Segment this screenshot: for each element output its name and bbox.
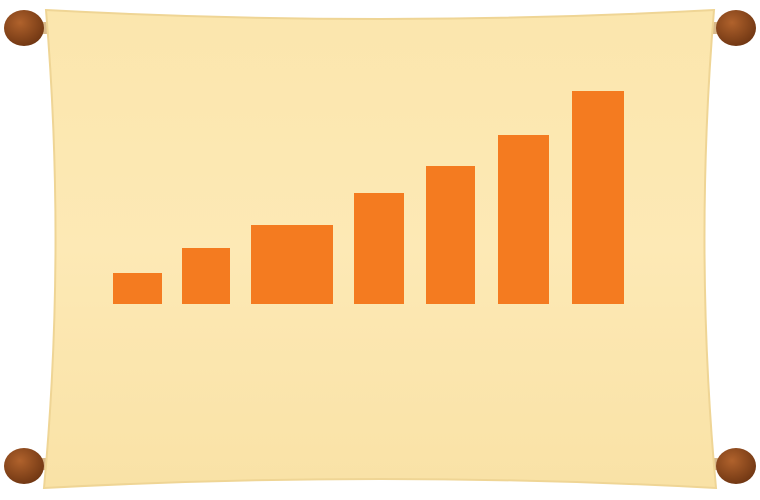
- bar: [182, 248, 230, 304]
- bars: [113, 91, 624, 304]
- knob: [716, 448, 756, 484]
- bar: [113, 273, 162, 304]
- knob: [4, 10, 44, 46]
- knob: [716, 10, 756, 46]
- bar: [498, 135, 549, 304]
- bar: [572, 91, 624, 304]
- knob: [4, 448, 44, 484]
- bar: [426, 166, 475, 304]
- bar: [251, 225, 333, 304]
- bar: [354, 193, 404, 304]
